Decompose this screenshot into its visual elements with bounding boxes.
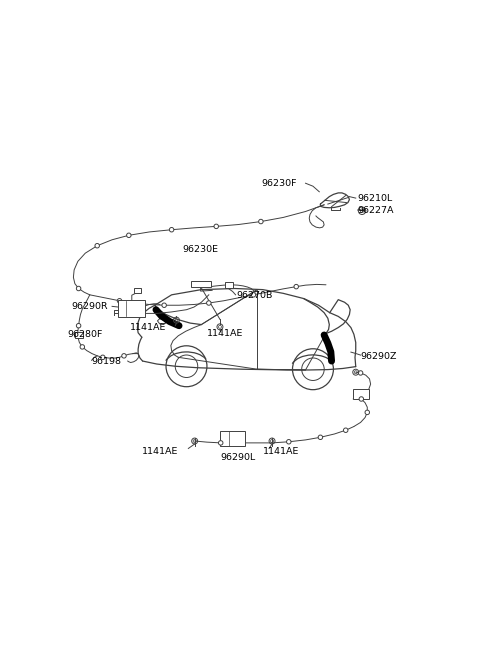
Circle shape xyxy=(218,441,223,445)
FancyBboxPatch shape xyxy=(225,282,233,288)
FancyBboxPatch shape xyxy=(353,389,369,400)
FancyBboxPatch shape xyxy=(220,430,245,446)
FancyBboxPatch shape xyxy=(134,289,142,293)
Text: 96290L: 96290L xyxy=(221,453,256,462)
Text: 1141AE: 1141AE xyxy=(130,323,166,332)
Circle shape xyxy=(169,228,174,232)
Circle shape xyxy=(259,219,263,224)
FancyBboxPatch shape xyxy=(74,332,84,338)
Circle shape xyxy=(294,285,299,289)
Circle shape xyxy=(359,371,363,375)
Circle shape xyxy=(100,355,105,359)
Circle shape xyxy=(122,354,126,358)
FancyBboxPatch shape xyxy=(191,281,211,287)
Circle shape xyxy=(287,440,291,444)
Text: 1141AE: 1141AE xyxy=(207,329,243,338)
Circle shape xyxy=(76,323,81,328)
Text: 96290R: 96290R xyxy=(72,302,108,311)
Text: 96198: 96198 xyxy=(92,358,121,366)
Circle shape xyxy=(162,303,167,308)
Circle shape xyxy=(344,428,348,432)
Text: 96227A: 96227A xyxy=(358,206,394,215)
Circle shape xyxy=(76,286,81,291)
Circle shape xyxy=(95,243,99,248)
Circle shape xyxy=(206,300,211,305)
Circle shape xyxy=(365,410,370,415)
Circle shape xyxy=(359,397,363,401)
Circle shape xyxy=(80,344,84,349)
Circle shape xyxy=(318,435,323,440)
Text: 1141AE: 1141AE xyxy=(142,447,178,455)
Text: 96270B: 96270B xyxy=(237,291,273,300)
Circle shape xyxy=(214,224,218,228)
Text: 1141AE: 1141AE xyxy=(263,447,299,455)
Text: 96290Z: 96290Z xyxy=(360,352,397,361)
Text: 96230E: 96230E xyxy=(183,245,219,254)
Text: 96280F: 96280F xyxy=(67,330,103,338)
Circle shape xyxy=(117,298,122,303)
Circle shape xyxy=(251,293,256,297)
Text: 96210L: 96210L xyxy=(358,194,393,203)
Circle shape xyxy=(127,233,131,237)
Text: 96230F: 96230F xyxy=(261,178,296,188)
FancyBboxPatch shape xyxy=(119,300,145,317)
